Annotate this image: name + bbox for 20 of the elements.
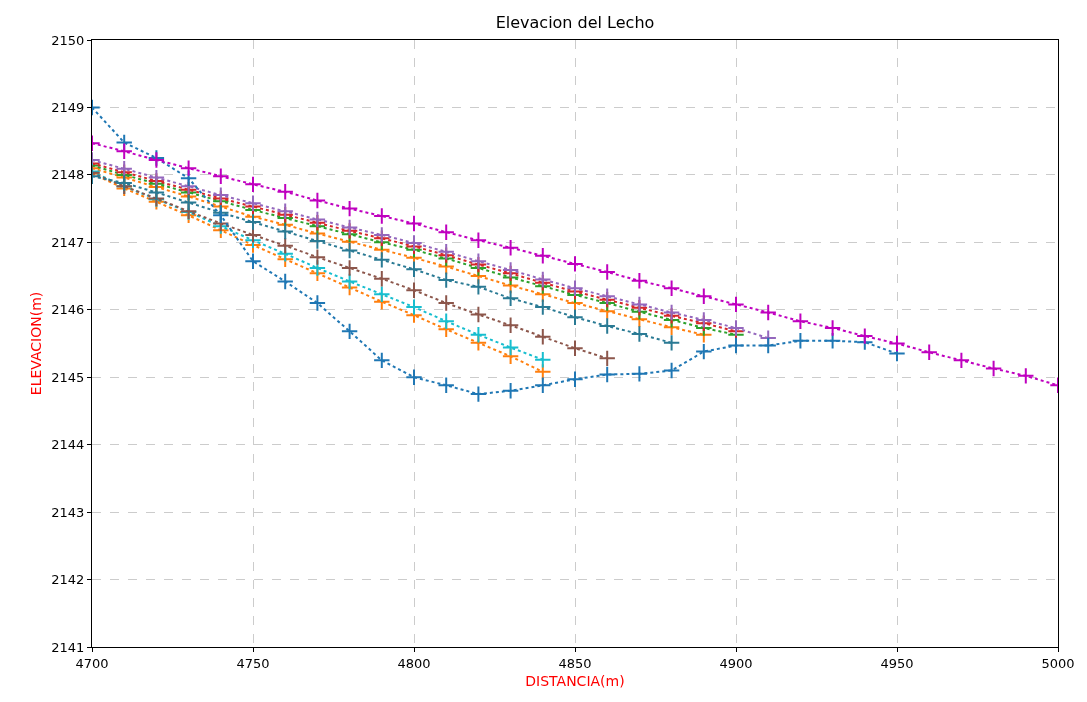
y-tick-label: 2144 (51, 437, 85, 453)
x-tick-label: 4750 (236, 655, 270, 671)
y-tick-label: 2150 (51, 32, 85, 48)
y-tick-label: 2142 (51, 572, 85, 588)
x-tick-label: 5000 (1041, 655, 1075, 671)
x-tick-label: 4700 (75, 655, 109, 671)
y-tick-label: 2145 (51, 369, 85, 385)
chart-title: Elevacion del Lecho (495, 12, 655, 32)
x-tick-label: 4800 (397, 655, 431, 671)
y-tick-label: 2147 (51, 234, 85, 250)
y-tick-label: 2146 (51, 302, 85, 318)
x-tick-label: 4900 (719, 655, 753, 671)
y-tick-label: 2148 (51, 167, 85, 183)
y-tick-label: 2149 (51, 99, 85, 115)
y-axis-title: ELEVACION(m) (27, 291, 44, 396)
x-axis-title: DISTANCIA(m) (525, 672, 625, 689)
x-tick-label: 4850 (558, 655, 592, 671)
y-tick-label: 2141 (51, 639, 85, 655)
y-tick-label: 2143 (51, 504, 85, 520)
x-tick-label: 4950 (880, 655, 914, 671)
